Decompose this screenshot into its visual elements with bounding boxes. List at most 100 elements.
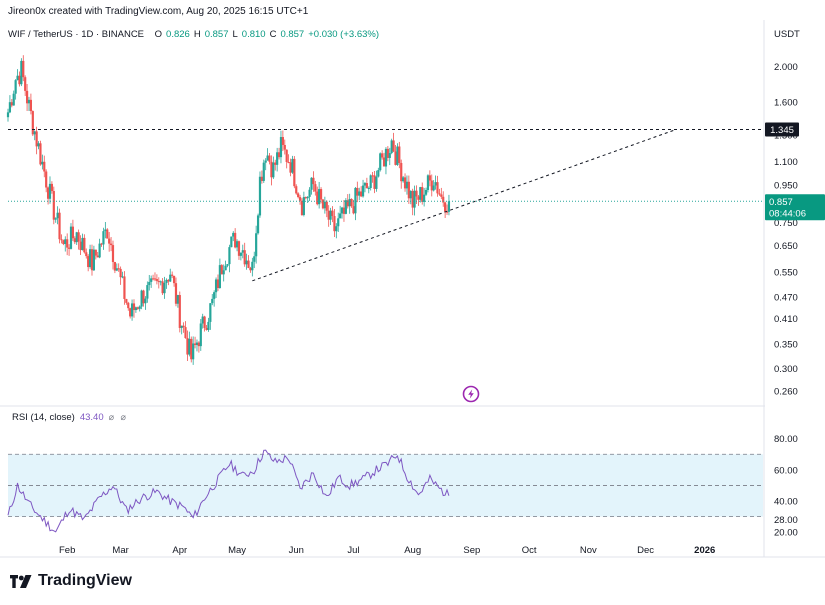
candle xyxy=(428,170,431,187)
candle xyxy=(218,258,221,289)
candle xyxy=(144,296,147,310)
price-tick-label: 0.550 xyxy=(774,267,798,278)
candle-body xyxy=(171,274,174,276)
candle-body xyxy=(308,189,311,197)
candle-body xyxy=(298,197,302,201)
candle xyxy=(335,223,338,239)
candle-body xyxy=(100,243,103,245)
candle xyxy=(207,317,210,332)
candle xyxy=(235,239,239,252)
candle-body xyxy=(363,183,367,186)
candle-body xyxy=(430,180,433,191)
candle xyxy=(203,315,206,332)
candle-body xyxy=(136,307,139,309)
rsi-visibility-icon[interactable]: ⌀ ⌀ xyxy=(108,412,128,422)
candle-body xyxy=(155,279,158,281)
candle-body xyxy=(394,151,397,165)
candle xyxy=(403,173,407,192)
candle xyxy=(318,181,321,209)
candle xyxy=(348,193,351,214)
candle-body xyxy=(6,112,10,118)
candle xyxy=(134,306,137,313)
candle-body xyxy=(24,77,27,91)
candle xyxy=(48,176,52,204)
currency-label[interactable]: USDT xyxy=(774,29,800,40)
candle-body xyxy=(234,232,237,248)
price-tick-label: 0.470 xyxy=(774,292,798,303)
candle-body xyxy=(232,232,235,237)
candle xyxy=(413,185,416,216)
candle xyxy=(8,95,12,114)
candle xyxy=(312,171,315,192)
candle xyxy=(331,206,334,223)
resistance-price-text: 1.345 xyxy=(770,125,794,136)
candle-body xyxy=(281,137,284,145)
candle-body xyxy=(365,183,368,189)
candle xyxy=(41,154,44,170)
candle xyxy=(444,201,447,218)
candle-body xyxy=(352,206,355,214)
candle-body xyxy=(29,99,33,112)
candle xyxy=(180,325,183,335)
time-tick-label: Feb xyxy=(59,545,75,556)
candle xyxy=(174,277,178,307)
candle-body xyxy=(381,153,384,158)
candle xyxy=(384,147,388,175)
candle xyxy=(442,191,445,207)
candle xyxy=(150,275,153,288)
candle xyxy=(25,83,29,112)
candle-body xyxy=(291,158,294,173)
candle-body xyxy=(127,302,130,309)
candle-body xyxy=(323,201,326,209)
candle xyxy=(405,175,409,195)
candle xyxy=(304,196,307,200)
candle-body xyxy=(255,233,258,257)
candle xyxy=(102,227,105,250)
candle-body xyxy=(264,160,267,163)
candle-body xyxy=(300,200,304,216)
resistance-price-tag xyxy=(765,122,799,137)
candle-body xyxy=(85,252,88,257)
low-value: 0.810 xyxy=(241,29,266,40)
tradingview-logo[interactable]: TradingView xyxy=(10,572,132,590)
candle-body xyxy=(67,247,71,249)
candle xyxy=(54,217,57,223)
candle-body xyxy=(350,198,353,207)
symbol-legend[interactable]: WIF / TetherUS · 1D · BINANCE O 0.826 H 0.… xyxy=(8,29,379,40)
candle-body xyxy=(371,175,374,177)
candle xyxy=(245,253,248,270)
candle-body xyxy=(354,187,357,214)
lightning-icon[interactable] xyxy=(462,385,480,403)
price-tick-label: 0.650 xyxy=(774,241,798,252)
candle-body xyxy=(279,137,283,158)
candle-body xyxy=(237,241,241,256)
candle xyxy=(67,244,71,256)
candle-body xyxy=(220,265,223,275)
candle-body xyxy=(369,175,372,189)
candle xyxy=(260,170,263,184)
time-tick-label: Mar xyxy=(112,545,128,556)
candle-body xyxy=(388,153,391,158)
candle-body xyxy=(184,327,187,339)
candle-body xyxy=(319,189,323,200)
candle-body xyxy=(111,245,115,263)
candle xyxy=(285,149,288,169)
candle-body xyxy=(249,267,252,271)
candle-body xyxy=(241,250,244,253)
candle xyxy=(190,336,193,363)
candle xyxy=(163,276,166,299)
candle xyxy=(193,336,197,349)
candle-body xyxy=(356,187,359,196)
candle-body xyxy=(125,298,128,303)
candle xyxy=(440,187,443,200)
candle-body xyxy=(216,279,220,288)
rsi-tick-label: 40.00 xyxy=(774,497,798,508)
candle-body xyxy=(218,265,221,288)
rsi-legend[interactable]: RSI (14, close) 43.40 ⌀ ⌀ xyxy=(12,412,128,423)
candle-body xyxy=(409,190,412,199)
candle-body xyxy=(318,189,321,205)
candle-body xyxy=(270,161,273,178)
candle-body xyxy=(346,200,349,207)
candle-body xyxy=(272,162,275,178)
